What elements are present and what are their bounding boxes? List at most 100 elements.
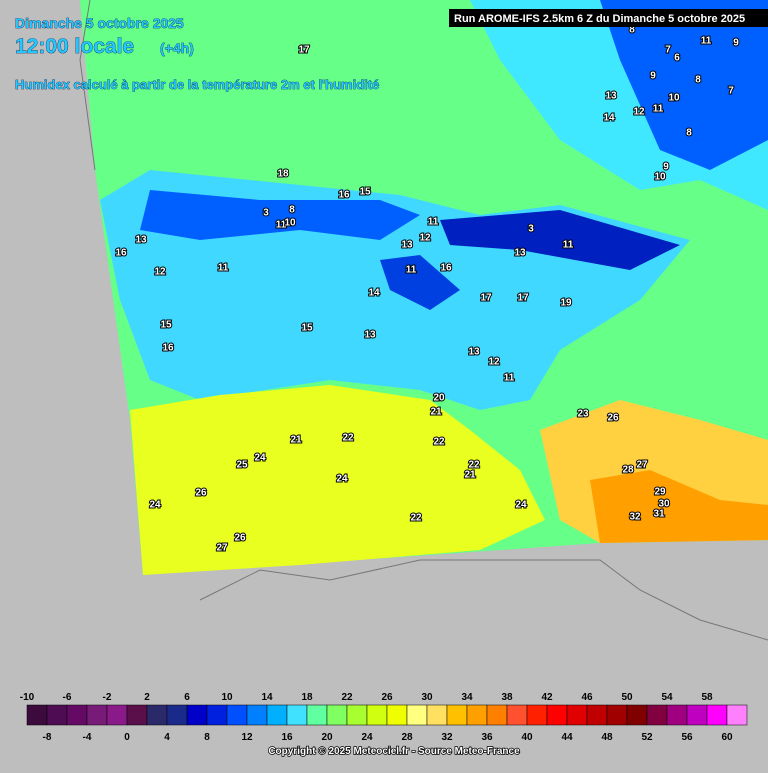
colorbar: -10 -6 -2 2 6 10 14 18 22 26 30 34 38 42 46 50 54 58-8 -4 0…	[20, 692, 748, 743]
map-value: 26	[234, 533, 246, 544]
color-swatch	[46, 704, 68, 726]
colorbar-label: -10	[20, 692, 35, 703]
color-swatch	[666, 704, 688, 726]
map-value: 24	[336, 474, 348, 485]
color-swatch	[446, 704, 468, 726]
color-swatch	[106, 704, 128, 726]
colorbar-label: 6	[184, 692, 190, 703]
map-value: 8	[629, 25, 635, 36]
map-value: 31	[653, 509, 665, 520]
colorbar-label: 44	[561, 732, 573, 743]
map-value: 22	[433, 437, 445, 448]
map-value: 24	[515, 500, 527, 511]
map-value: 11	[563, 240, 574, 251]
colorbar-label: 36	[481, 732, 493, 743]
copyright: Copyright © 2025 Meteociel.fr - Source M…	[268, 746, 520, 757]
map-value: 11	[276, 220, 287, 231]
run-box	[449, 9, 768, 27]
map-value: 9	[650, 71, 656, 82]
map-value: 25	[236, 460, 248, 471]
color-swatch	[606, 704, 628, 726]
map-value: 21	[464, 470, 476, 481]
map-value: 13	[364, 330, 376, 341]
colorbar-label: 38	[501, 692, 513, 703]
color-swatch	[66, 704, 88, 726]
map-value: 10	[654, 172, 666, 183]
warm-zone-south	[130, 385, 545, 575]
colorbar-label: 58	[701, 692, 713, 703]
map-value: 7	[665, 45, 671, 56]
colorbar-label: 2	[144, 692, 150, 703]
map-value: 16	[162, 343, 174, 354]
map-value: 8	[695, 75, 701, 86]
map-value: 10	[668, 93, 680, 104]
map-value: 12	[419, 233, 431, 244]
color-swatch	[686, 704, 708, 726]
color-swatch	[406, 704, 428, 726]
map-value: 23	[577, 409, 589, 420]
cold-zone-north	[140, 190, 420, 240]
colorbar-label: 46	[581, 692, 593, 703]
color-swatch	[266, 704, 288, 726]
color-swatch	[566, 704, 588, 726]
colorbar-label: -8	[43, 732, 52, 743]
color-swatch	[326, 704, 348, 726]
map-value: 17	[517, 293, 529, 304]
map-value: 30	[658, 499, 670, 510]
map-value: 16	[440, 263, 452, 274]
colorbar-label: 20	[321, 732, 333, 743]
map-value: 18	[277, 169, 289, 180]
map-value: 24	[254, 453, 266, 464]
time: 12:00 locale	[15, 35, 134, 58]
map-value: 13	[135, 235, 147, 246]
map-value: 16	[338, 190, 350, 201]
map-value: 3	[528, 224, 534, 235]
color-swatch	[146, 704, 168, 726]
map-value: 29	[654, 487, 666, 498]
map-value: 6	[674, 53, 680, 64]
color-swatch	[526, 704, 548, 726]
map-value: 11	[701, 36, 712, 47]
cold-zone-center	[380, 255, 460, 310]
colorbar-label: 50	[621, 692, 633, 703]
colorbar-label: 26	[381, 692, 393, 703]
map-value: 11	[653, 104, 664, 115]
color-swatch	[346, 704, 368, 726]
color-swatch	[646, 704, 668, 726]
map-value: 20	[433, 393, 445, 404]
map-value: 12	[154, 267, 166, 278]
color-swatch	[246, 704, 268, 726]
colorbar-label: 52	[641, 732, 653, 743]
map-value: 12	[488, 357, 500, 368]
map-value: 8	[289, 205, 295, 216]
map-value: 27	[216, 543, 228, 554]
color-swatch	[186, 704, 208, 726]
date: Dimanche 5 octobre 2025	[15, 15, 184, 31]
cold-zone-pyrenees	[440, 210, 680, 270]
colorbar-label: 42	[541, 692, 553, 703]
map-value: 22	[342, 433, 354, 444]
color-swatch	[166, 704, 188, 726]
map-value: 11	[504, 373, 515, 384]
color-swatch	[706, 704, 728, 726]
color-swatch	[126, 704, 148, 726]
map-value: 9	[663, 162, 669, 173]
map-value: 9	[733, 38, 739, 49]
colorbar-label: 16	[281, 732, 293, 743]
map-value: 13	[401, 240, 413, 251]
color-swatch	[426, 704, 448, 726]
color-swatch	[506, 704, 528, 726]
map-value: 15	[359, 187, 371, 198]
colorbar-label: 48	[601, 732, 613, 743]
colorbar-label: 34	[461, 692, 473, 703]
color-swatch	[486, 704, 508, 726]
color-swatch	[226, 704, 248, 726]
color-swatch	[366, 704, 388, 726]
colorbar-label: 24	[361, 732, 373, 743]
map-value: 15	[160, 320, 172, 331]
map-value: 3	[263, 208, 269, 219]
subtitle: Humidex calculé à partir de la températu…	[15, 77, 379, 92]
map-value: 26	[607, 413, 619, 424]
colorbar-label: -2	[103, 692, 112, 703]
